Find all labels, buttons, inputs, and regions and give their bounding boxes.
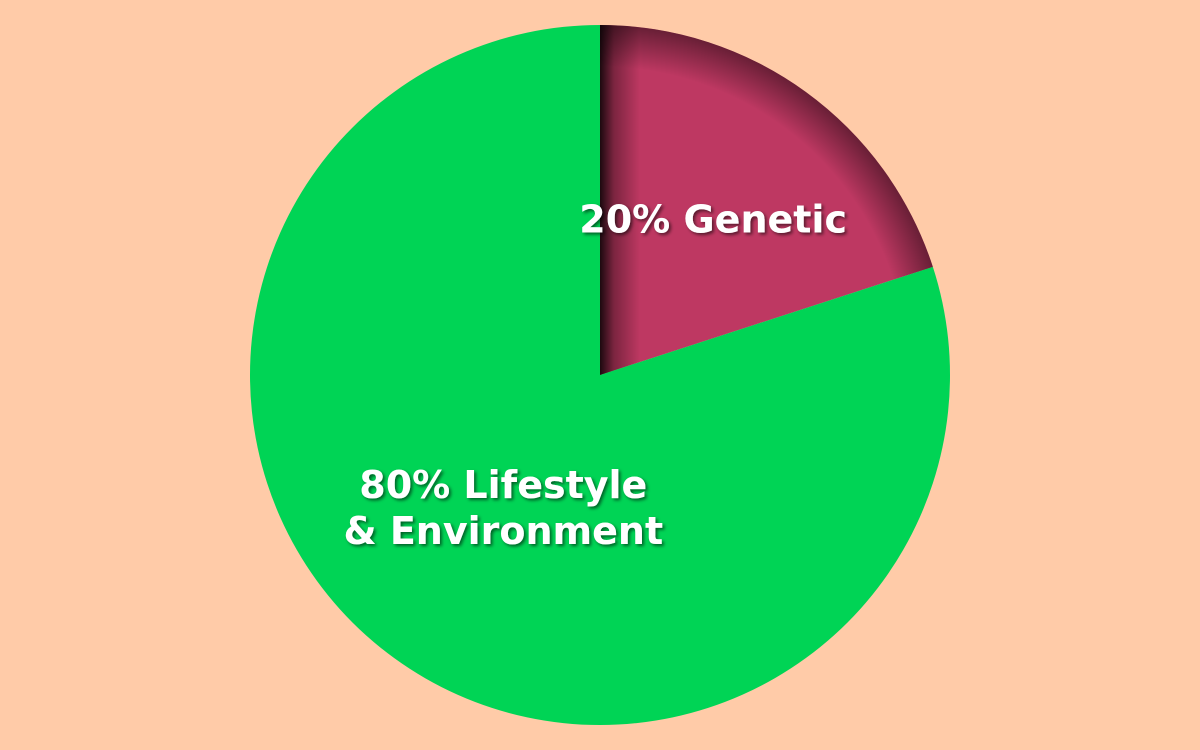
pie-labels: 20% Genetic 80% Lifestyle & Environment <box>343 197 847 553</box>
slice-shading <box>600 25 933 375</box>
pie-slice-label-line: 80% Lifestyle <box>359 463 647 507</box>
pie-slice-label-1: 80% Lifestyle & Environment <box>343 463 663 553</box>
pie-slice-label-0: 20% Genetic <box>579 197 847 241</box>
pie-slice-1 <box>249 25 950 725</box>
slice-rim-shadow <box>600 25 933 375</box>
pie-slice-label-line: 20% Genetic <box>579 197 847 241</box>
pie-slice-label-line: & Environment <box>343 509 663 553</box>
